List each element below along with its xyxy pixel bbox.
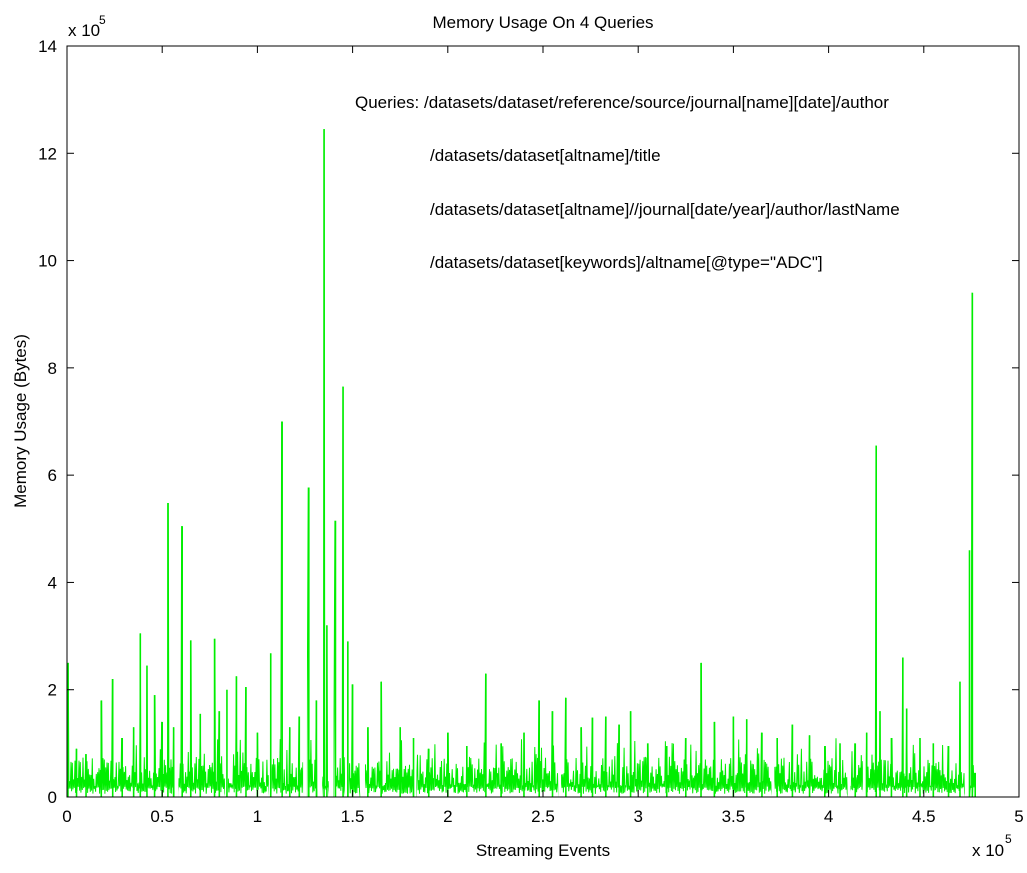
y-ticks: 0 2 4 6 8 10 12 14 [38, 37, 1019, 807]
x-multiplier-exponent: 5 [1005, 832, 1012, 846]
y-multiplier-exponent: 5 [99, 13, 106, 27]
y-tick-label: 6 [48, 466, 57, 485]
memory-usage-line [66, 129, 976, 798]
y-tick-label: 14 [38, 37, 57, 56]
series-gap [413, 47, 417, 797]
series-gap [862, 47, 866, 797]
series-gap [225, 47, 228, 797]
series-gap [964, 47, 970, 797]
annotation-line-3: /datasets/dataset[altname]//journal[date… [430, 200, 900, 219]
x-tick-label: 2 [443, 807, 452, 826]
x-ticks: 0 0.5 1 1.5 2 2.5 3 3.5 4 4.5 5 [62, 46, 1024, 826]
series-gap [328, 47, 334, 797]
series-gap [317, 47, 323, 797]
x-tick-label: 3.5 [722, 807, 746, 826]
x-tick-label: 4.5 [912, 807, 936, 826]
y-axis-multiplier: x 10 5 [68, 13, 106, 40]
chart-title: Memory Usage On 4 Queries [432, 13, 653, 32]
series-gap [360, 47, 365, 797]
annotation-line-4: /datasets/dataset[keywords]/altname[@typ… [430, 253, 823, 272]
y-multiplier-base: x 10 [68, 21, 100, 40]
annotation-line-1: Queries: /datasets/dataset/reference/sou… [355, 93, 889, 112]
series-gap [344, 47, 349, 797]
y-tick-label: 2 [48, 681, 57, 700]
y-tick-label: 12 [38, 144, 57, 163]
x-tick-label: 3 [633, 807, 642, 826]
x-tick-label: 5 [1014, 807, 1023, 826]
x-tick-label: 0.5 [150, 807, 174, 826]
annotation-line-2: /datasets/dataset[altname]/title [430, 146, 661, 165]
y-axis-label: Memory Usage (Bytes) [11, 334, 30, 508]
x-multiplier-base: x 10 [972, 841, 1004, 860]
x-tick-label: 4 [824, 807, 833, 826]
x-tick-label: 1 [253, 807, 262, 826]
y-tick-label: 10 [38, 252, 57, 271]
x-tick-label: 0 [62, 807, 71, 826]
annotation-queries: Queries: /datasets/dataset/reference/sou… [355, 93, 900, 272]
plot-series [66, 47, 977, 798]
x-tick-label: 2.5 [531, 807, 555, 826]
series-gap [174, 47, 179, 797]
series-gap [558, 47, 562, 797]
x-tick-label: 1.5 [341, 807, 365, 826]
x-axis-label: Streaming Events [476, 841, 610, 860]
y-tick-label: 8 [48, 359, 57, 378]
y-tick-label: 0 [48, 788, 57, 807]
x-axis-multiplier: x 10 5 [972, 832, 1012, 860]
series-gap [268, 47, 272, 797]
series-gap [771, 47, 775, 797]
series-gap [847, 47, 851, 797]
series-gap [303, 47, 307, 797]
y-tick-label: 4 [48, 573, 57, 592]
